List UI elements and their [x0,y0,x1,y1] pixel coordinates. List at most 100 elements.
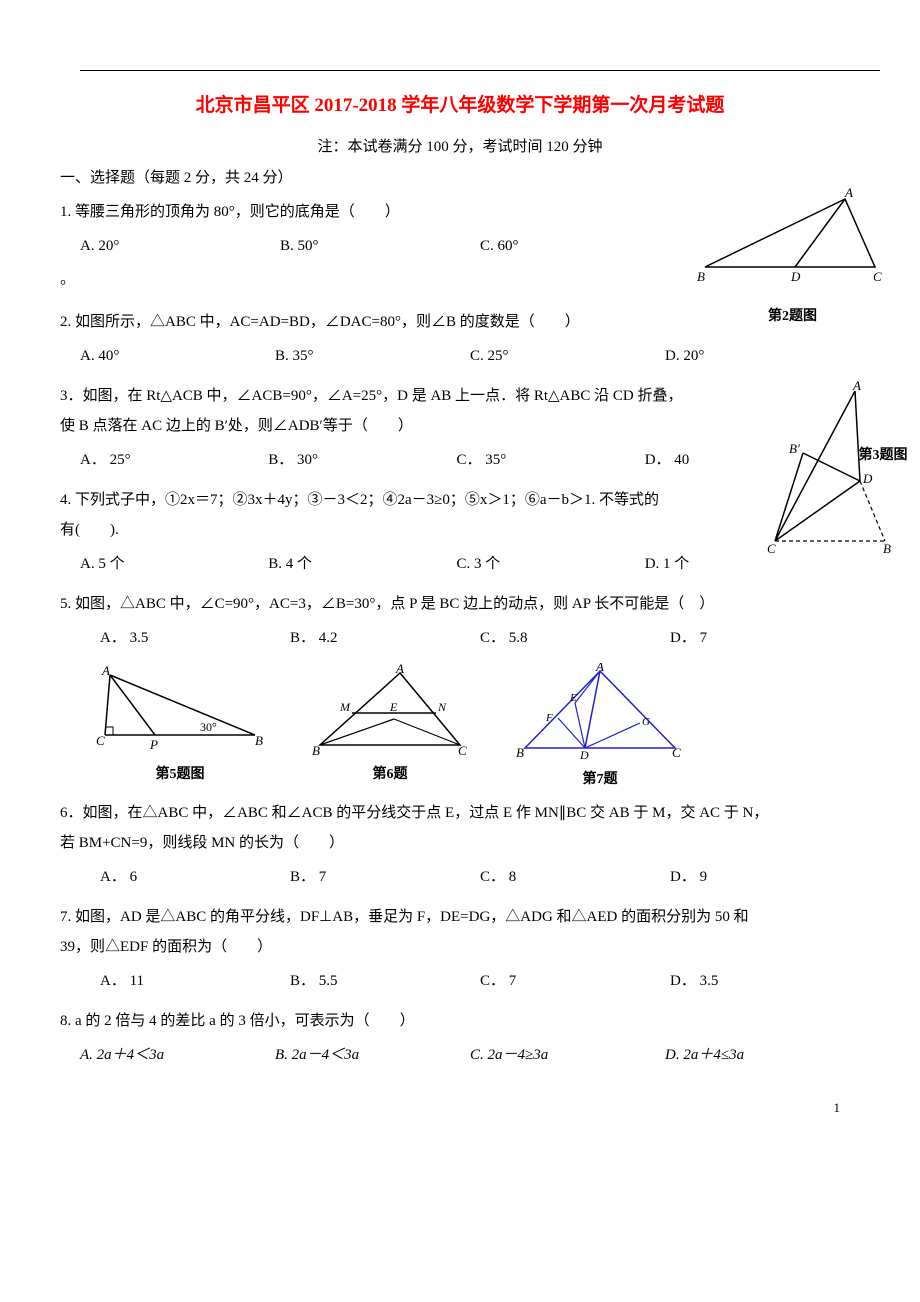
q2-text: 2. 如图所示，△ABC 中，AC=AD=BD，∠DAC=80°，则∠B 的度数… [60,314,580,330]
q8-opt-a: A. 2a＋4＜3a [80,1040,275,1070]
q2-options: A. 40° B. 35° C. 25° D. 20° [80,341,860,371]
q8-opt-c: C. 2a－4≥3a [470,1040,665,1070]
q7-options: A． 11 B． 5.5 C． 7 D． 3.5 [100,966,860,996]
q2-opt-c: C. 25° [470,341,665,371]
svg-text:D: D [579,748,589,762]
q6-text-2: 若 BM+CN=9，则线段 MN 的长为（ ） [60,828,860,858]
section-1-header: 一、选择题（每题 2 分，共 24 分） [60,166,860,187]
figure-q7: A E F G B D C 第7题 [510,663,690,788]
question-8: 8. a 的 2 倍与 4 的差比 a 的 3 倍小，可表示为（ ） A. 2a… [60,1006,860,1070]
q7-opt-b: B． 5.5 [290,966,480,996]
q7-opt-d: D． 3.5 [670,966,860,996]
svg-text:C: C [672,745,681,760]
triangle-q2-icon: A B D C [695,187,890,292]
figure-q5: A C P B 30° 第5题图 [90,663,270,788]
svg-text:B: B [312,743,320,758]
question-1: 1. 等腰三角形的顶角为 80°，则它的底角是（ ） A. 20° B. 50°… [60,197,860,301]
question-2: 2. 如图所示，△ABC 中，AC=AD=BD，∠DAC=80°，则∠B 的度数… [60,307,860,371]
q7-opt-c: C． 7 [480,966,670,996]
q4-opt-a: A. 5 个 [80,549,268,579]
q3-opt-c: C． 35° [456,445,644,475]
svg-text:B: B [255,733,263,748]
svg-text:P: P [149,737,158,752]
q4-text-1: 4. 下列式子中，①2x＝7；②3x＋4y；③－3＜2；④2a－3≥0；⑤x＞1… [60,485,720,515]
q4-opt-d: D. 1 个 [645,549,720,579]
top-rule [80,70,880,71]
svg-text:N: N [437,700,447,714]
svg-text:30°: 30° [200,720,217,734]
svg-text:F: F [545,712,553,724]
question-3: 3．如图，在 Rt△ACB 中，∠ACB=90°，∠A=25°，D 是 AB 上… [60,381,860,475]
svg-text:A: A [101,663,110,678]
question-4: 4. 下列式子中，①2x＝7；②3x＋4y；③－3＜2；④2a－3≥0；⑤x＞1… [60,485,860,579]
q7-text-2: 39，则△EDF 的面积为（ ） [60,932,860,962]
q2-opt-b: B. 35° [275,341,470,371]
q6-text-1: 6．如图，在△ABC 中，∠ABC 和∠ACB 的平分线交于点 E，过点 E 作… [60,798,860,828]
triangle-q7-icon: A E F G B D C [510,663,690,763]
svg-text:B: B [697,269,705,284]
q8-options: A. 2a＋4＜3a B. 2a－4＜3a C. 2a－4≥3a D. 2a＋4… [80,1040,860,1070]
q7-opt-a: A． 11 [100,966,290,996]
exam-note: 注：本试卷满分 100 分，考试时间 120 分钟 [60,135,860,156]
svg-text:C: C [873,269,882,284]
svg-text:B: B [883,541,891,556]
figure-q5-caption: 第5题图 [90,763,270,783]
q6-options: A． 6 B． 7 C． 8 D． 9 [100,862,860,892]
q8-opt-b: B. 2a－4＜3a [275,1040,470,1070]
q1-opt-c: C. 60° [480,231,680,261]
q5-opt-c: C． 5.8 [480,623,670,653]
figure-q6: A M E N B C 第6题 [300,663,480,788]
q5-opt-a: A． 3.5 [100,623,290,653]
q8-text: 8. a 的 2 倍与 4 的差比 a 的 3 倍小，可表示为（ ） [60,1006,860,1036]
q8-opt-d: D. 2a＋4≤3a [665,1040,860,1070]
svg-text:D: D [790,269,801,284]
q1-opt-a: A. 20° [80,231,280,261]
q3-text-1: 3．如图，在 Rt△ACB 中，∠ACB=90°，∠A=25°，D 是 AB 上… [60,381,720,411]
figure-q3-caption: 第3题图 [853,442,913,470]
q6-opt-d: D． 9 [670,862,860,892]
svg-text:E: E [569,692,577,704]
figure-q6-caption: 第6题 [300,763,480,783]
svg-text:B: B [516,745,524,760]
q3-opt-a: A． 25° [80,445,268,475]
q1-opt-b: B. 50° [280,231,480,261]
question-5: 5. 如图，△ABC 中，∠C=90°，AC=3，∠B=30°，点 P 是 BC… [60,589,860,653]
svg-text:M: M [339,700,351,714]
q1-text: 1. 等腰三角形的顶角为 80°，则它的底角是（ ） [60,204,400,220]
q4-options: A. 5 个 B. 4 个 C. 3 个 D. 1 个 [80,549,720,579]
q5-opt-d: D． 7 [670,623,860,653]
exam-page: 北京市昌平区 2017-2018 学年八年级数学下学期第一次月考试题 注：本试卷… [0,0,920,1302]
svg-text:C: C [96,733,105,748]
q6-opt-c: C． 8 [480,862,670,892]
q3-opt-b: B． 30° [268,445,456,475]
svg-text:D: D [862,471,873,486]
svg-text:C: C [458,743,467,758]
q4-opt-c: C. 3 个 [456,549,644,579]
svg-text:A: A [395,663,404,676]
svg-text:A: A [595,663,604,674]
figure-q7-caption: 第7题 [510,768,690,788]
svg-text:G: G [642,716,650,728]
q3-text-2: 使 B 点落在 AC 边上的 B′处，则∠ADB′等于（ ） [60,411,720,441]
svg-text:B′: B′ [789,441,800,456]
exam-title: 北京市昌平区 2017-2018 学年八年级数学下学期第一次月考试题 [60,90,860,117]
q5-options: A． 3.5 B． 4.2 C． 5.8 D． 7 [100,623,860,653]
q4-opt-b: B. 4 个 [268,549,456,579]
q2-opt-d: D. 20° [665,341,860,371]
q6-opt-a: A． 6 [100,862,290,892]
question-7: 7. 如图，AD 是△ABC 的角平分线，DF⊥AB，垂足为 F，DE=DG，△… [60,902,860,996]
q5-text: 5. 如图，△ABC 中，∠C=90°，AC=3，∠B=30°，点 P 是 BC… [60,589,860,619]
svg-text:A: A [844,187,853,200]
question-6: 6．如图，在△ABC 中，∠ABC 和∠ACB 的平分线交于点 E，过点 E 作… [60,798,860,892]
svg-text:A: A [852,381,861,393]
q4-text-2: 有( ). [60,515,720,545]
figure-row: A C P B 30° 第5题图 A M E N B C 第6题 [90,663,860,788]
svg-text:E: E [389,700,398,714]
q3-opt-d: D． 40 [645,445,720,475]
triangle-q5-icon: A C P B 30° [90,663,270,758]
q2-opt-a: A. 40° [80,341,275,371]
q6-opt-b: B． 7 [290,862,480,892]
triangle-q6-icon: A M E N B C [300,663,480,758]
q3-options: A． 25° B． 30° C． 35° D． 40 [80,445,720,475]
q5-opt-b: B． 4.2 [290,623,480,653]
